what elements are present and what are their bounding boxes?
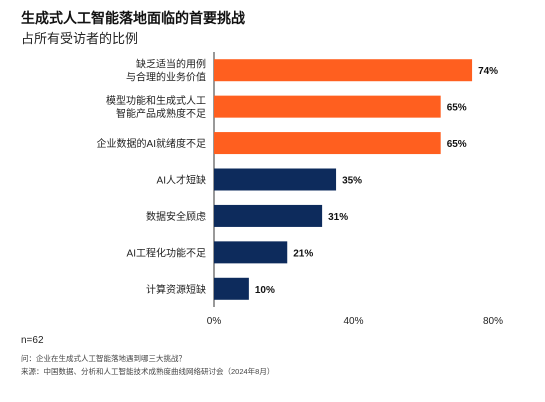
data-label: 65% xyxy=(447,139,467,150)
bar xyxy=(214,95,441,118)
x-tick-label: 40% xyxy=(343,316,363,327)
category-label: AI人才短缺 xyxy=(157,174,206,187)
category-label: 模型功能和生成式人工 xyxy=(106,94,206,107)
bar xyxy=(214,277,249,300)
data-label: 65% xyxy=(447,103,467,114)
bar xyxy=(214,241,288,264)
data-label: 74% xyxy=(478,66,498,77)
x-tick-label: 0% xyxy=(207,316,222,327)
source-note: 来源：中国数据、分析和人工智能技术成熟度曲线网络研讨会（2024年8月） xyxy=(21,367,275,376)
chart-title: 生成式人工智能落地面临的首要挑战 xyxy=(21,10,245,26)
category-label: 企业数据的AI就绪度不足 xyxy=(97,137,206,150)
bar xyxy=(214,132,441,155)
data-label: 35% xyxy=(342,176,362,187)
question-note: 问：企业在生成式人工智能落地遇到哪三大挑战？ xyxy=(21,354,186,363)
bar xyxy=(214,168,337,191)
bar xyxy=(214,59,473,82)
category-label: 缺乏适当的用例 xyxy=(136,58,206,71)
x-tick-label: 80% xyxy=(483,316,503,327)
data-label: 31% xyxy=(328,212,348,223)
sample-size-label: n=62 xyxy=(21,335,44,346)
category-label: 智能产品成熟度不足 xyxy=(116,107,206,120)
category-label: 与合理的业务价值 xyxy=(126,71,206,84)
data-label: 21% xyxy=(293,248,313,259)
data-label: 10% xyxy=(255,285,275,296)
category-label: 数据安全顾虑 xyxy=(146,210,206,223)
category-label: AI工程化功能不足 xyxy=(127,246,206,259)
category-label: 计算资源短缺 xyxy=(146,283,206,296)
chart-subtitle: 占所有受访者的比例 xyxy=(21,31,139,46)
bar xyxy=(214,204,323,227)
